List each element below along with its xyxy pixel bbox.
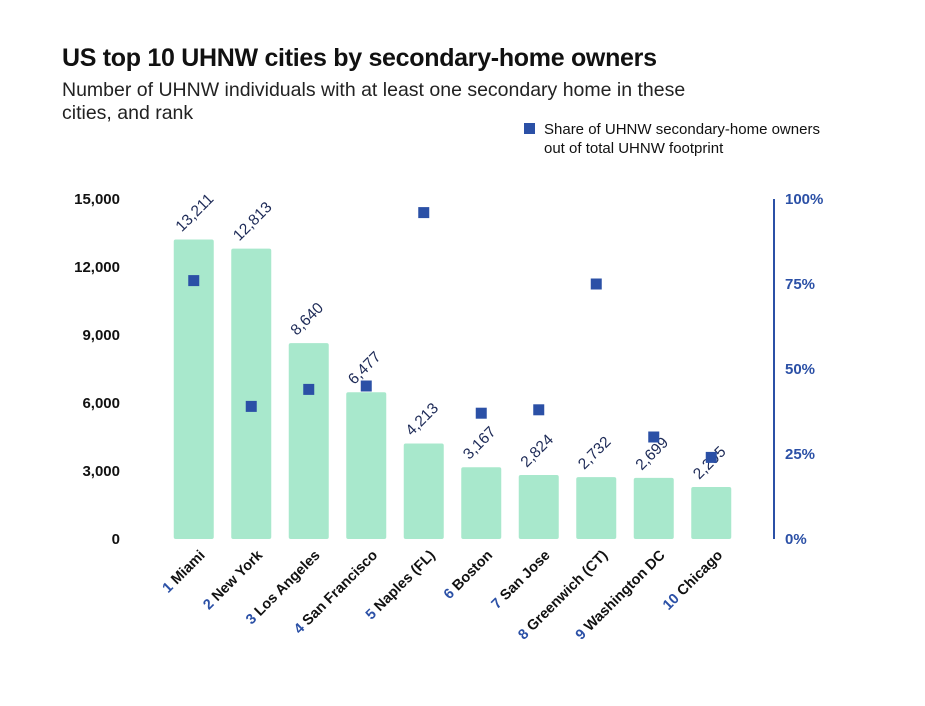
category-name: New York: [209, 547, 267, 605]
bar-value-label: 8,640: [288, 299, 328, 339]
share-marker: [533, 404, 545, 416]
bar: [691, 486, 732, 539]
y-left-tick-label: 15,000: [74, 191, 120, 208]
y-right-tick-label: 25%: [785, 446, 815, 463]
bar-value-label: 3,167: [460, 424, 499, 463]
category-name: San Jose: [497, 548, 553, 604]
legend: Share of UHNW secondary-home owners out …: [524, 120, 844, 158]
share-marker: [648, 431, 660, 443]
bar: [173, 239, 214, 539]
chart-subtitle: Number of UHNW individuals with at least…: [62, 79, 686, 124]
share-marker: [360, 380, 372, 392]
y-right-tick-label: 100%: [785, 191, 823, 208]
bar: [633, 477, 674, 539]
bar-value-label: 4,213: [403, 400, 442, 439]
share-marker: [245, 400, 257, 412]
share-marker: [303, 383, 315, 395]
y-left-tick-label: 9,000: [82, 327, 120, 344]
bar-value-label: 2,295: [690, 443, 729, 482]
bar-value-label: 2,824: [518, 431, 558, 471]
bar: [461, 467, 502, 539]
category-name: Miami: [168, 548, 208, 588]
share-marker: [418, 207, 430, 219]
legend-marker-label: Share of UHNW secondary-home owners out …: [544, 121, 820, 157]
y-left-tick-label: 0: [112, 531, 120, 548]
bar: [231, 248, 272, 539]
y-right-tick-label: 75%: [785, 276, 815, 293]
chart-title: US top 10 UHNW cities by secondary-home …: [62, 44, 657, 72]
category-name: Naples (FL): [371, 547, 438, 614]
bar-value-label: 2,732: [575, 433, 614, 472]
share-marker: [705, 451, 717, 463]
bar: [576, 477, 617, 539]
category-label: 10 Chicago: [660, 547, 726, 613]
bar-value-label: 12,813: [230, 199, 276, 245]
bar-value-label: 13,211: [173, 191, 218, 236]
y-left-tick-label: 3,000: [82, 463, 120, 480]
y-left-tick-label: 12,000: [74, 259, 120, 276]
category-name: Boston: [449, 548, 496, 595]
bar: [288, 343, 329, 539]
bar: [346, 392, 387, 539]
category-name: Chicago: [674, 547, 726, 599]
y-right-tick-label: 50%: [785, 361, 815, 378]
category-label: 6 Boston: [441, 548, 496, 603]
category-label: 1 Miami: [160, 548, 209, 597]
y-right-tick-label: 0%: [785, 531, 807, 548]
share-marker: [475, 407, 487, 419]
bar: [518, 474, 559, 539]
legend-marker-swatch: [524, 123, 535, 134]
share-marker: [590, 278, 602, 290]
y-left-tick-label: 6,000: [82, 395, 120, 412]
share-marker: [188, 275, 200, 287]
bar: [403, 443, 444, 539]
